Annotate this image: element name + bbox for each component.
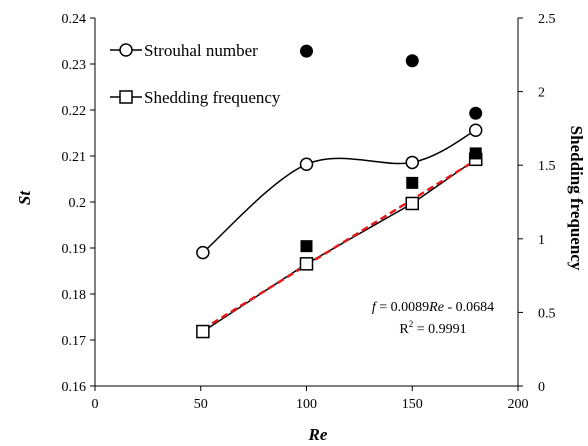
filled-circle-point (469, 106, 483, 120)
fit-r-squared: R2 = 0.9991 (399, 319, 466, 337)
legend-marker-strouhal (119, 43, 133, 57)
y-left-axis-ticks: 0.16 0.17 0.18 0.19 0.2 0.21 0.22 0.23 0.24 (62, 12, 95, 395)
filled-circle-point (300, 44, 313, 58)
y-left-tick-label: 0.2 (69, 196, 87, 211)
strouhal-number-point (405, 155, 419, 170)
x-tick-label: 0 (92, 397, 99, 412)
y-left-axis-title: St (15, 190, 34, 205)
y-left-tick-label: 0.22 (62, 104, 87, 119)
fit-equation-re: Re (428, 300, 444, 315)
y-right-axis-ticks: 0 0.5 1 1.5 2 2.5 (518, 12, 556, 395)
fit-equation: f = 0.0089Re - 0.0684 (372, 300, 494, 315)
filled-square-point (469, 147, 482, 160)
fit-line (202, 159, 477, 331)
y-right-tick-label: 0.5 (538, 306, 556, 321)
legend: Strouhal number Shedding frequency (110, 41, 281, 107)
y-right-tick-label: 1 (538, 233, 545, 248)
strouhal-number-point (299, 157, 314, 172)
y-right-axis-title: Shedding frequency (567, 126, 586, 271)
y-right-tick-label: 0 (538, 380, 545, 395)
legend-label-shedding: Shedding frequency (144, 88, 281, 107)
y-left-tick-label: 0.19 (62, 242, 87, 257)
y-left-tick-label: 0.24 (62, 12, 87, 27)
y-right-tick-label: 2 (538, 86, 545, 101)
series-lines (202, 129, 477, 333)
filled-circle-point (405, 54, 419, 68)
fit-equation-f: f (372, 300, 378, 315)
series-line-strouhal-number (202, 129, 477, 254)
y-left-tick-label: 0.17 (62, 334, 87, 349)
x-tick-label: 100 (296, 397, 317, 412)
y-right-tick-label: 2.5 (538, 12, 556, 27)
filled-square-point (406, 176, 419, 189)
fit-r-squared-base: R (399, 322, 409, 337)
legend-marker-shedding (119, 90, 133, 104)
x-axis-ticks: 0 50 100 150 200 (92, 386, 529, 412)
x-tick-label: 150 (402, 397, 423, 412)
y-left-tick-label: 0.18 (62, 288, 87, 303)
fit-r-squared-exp: 2 (409, 319, 414, 329)
strouhal-number-point (468, 123, 483, 137)
y-left-tick-label: 0.21 (62, 150, 87, 165)
x-tick-label: 200 (508, 397, 529, 412)
fit-equation-suffix: - 0.0684 (444, 300, 494, 315)
shedding-frequency-point (405, 196, 419, 211)
y-left-tick-label: 0.16 (62, 380, 87, 395)
filled-square-point (300, 240, 313, 253)
fit-r-squared-value: = 0.9991 (413, 322, 466, 337)
legend-label-strouhal: Strouhal number (144, 41, 258, 60)
x-axis-title: Re (308, 425, 328, 444)
fit-equation-mid: = 0.0089 (376, 300, 429, 315)
shedding-frequency-point (299, 257, 314, 271)
strouhal-number-point (196, 245, 210, 260)
x-tick-label: 50 (194, 397, 208, 412)
series-markers (196, 44, 483, 339)
y-right-tick-label: 1.5 (538, 159, 556, 174)
y-left-tick-label: 0.23 (62, 58, 87, 73)
shedding-frequency-point (196, 324, 210, 339)
